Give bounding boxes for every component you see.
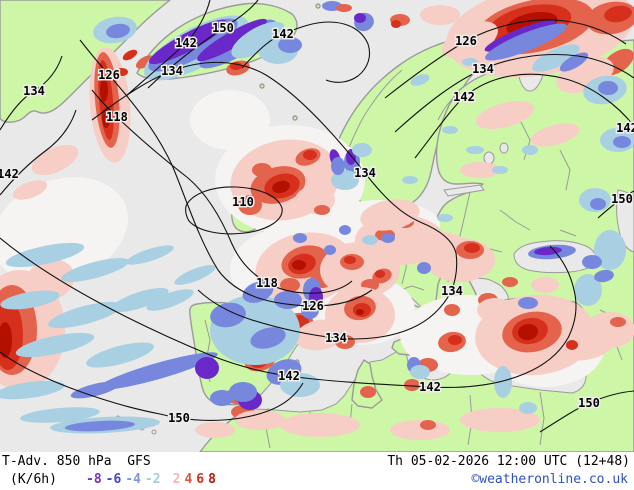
parameter-title: T-Adv. 850 hPa GFS: [2, 454, 151, 469]
contour-label: 134: [325, 331, 347, 345]
contour-label: 142: [419, 380, 441, 394]
advection-layer: [0, 0, 634, 440]
contour-label: 142: [272, 27, 294, 41]
contour-label: 126: [455, 34, 477, 48]
contour-label: 134: [23, 84, 45, 98]
contour-label: 134: [354, 166, 376, 180]
scale-value: -4: [125, 472, 141, 487]
contour-label: 150: [212, 21, 234, 35]
unit-label: (K/6h): [10, 472, 57, 487]
contour-label: 126: [302, 299, 324, 313]
scale-value: 4: [184, 472, 193, 487]
contour-label: 150: [168, 411, 190, 425]
contour-label: 142: [175, 36, 197, 50]
copyright-link[interactable]: ©weatheronline.co.uk: [471, 472, 628, 487]
contour-label: 118: [256, 276, 278, 290]
scale-value: 2: [172, 472, 181, 487]
contour-label: 142: [278, 369, 300, 383]
contour-label: 142: [453, 90, 475, 104]
scale-value: -2: [144, 472, 161, 487]
advection-scale: -8 -6 -4 -2 2 4 6 8: [86, 472, 220, 487]
datetime-label: Th 05-02-2026 12:00 UTC (12+48): [387, 454, 630, 469]
contour-label: 150: [578, 396, 600, 410]
scale-value: 6: [196, 472, 205, 487]
scale-value: -6: [105, 472, 122, 487]
contour-label: 142: [616, 121, 634, 135]
contour-label: 134: [472, 62, 494, 76]
tadv-850hpa-map: 150 142 142 134 126 134 118 142 110 126 134 142 142 1…: [0, 0, 634, 452]
contour-label: 134: [161, 64, 183, 78]
contour-label: 142: [0, 167, 19, 181]
contour-label: 134: [441, 284, 463, 298]
contour-label: 126: [98, 68, 120, 82]
scale-value: 8: [208, 472, 216, 487]
contour-label: 150: [611, 192, 633, 206]
contour-label: 110: [232, 195, 254, 209]
contour-label: 118: [106, 110, 128, 124]
scale-value: -8: [86, 472, 102, 487]
map-canvas: 150 142 142 134 126 134 118 142 110 126 134 142 142 1…: [0, 0, 634, 452]
contour-labels-layer: 150 142 142 134 126 134 118 142 110 126 134 142 142 1…: [0, 20, 634, 427]
legend-bar: T-Adv. 850 hPa GFS (K/6h) -8 -6 -4 -2 2 4 6 8 T…: [0, 452, 634, 490]
contour-layer: [0, 0, 634, 433]
